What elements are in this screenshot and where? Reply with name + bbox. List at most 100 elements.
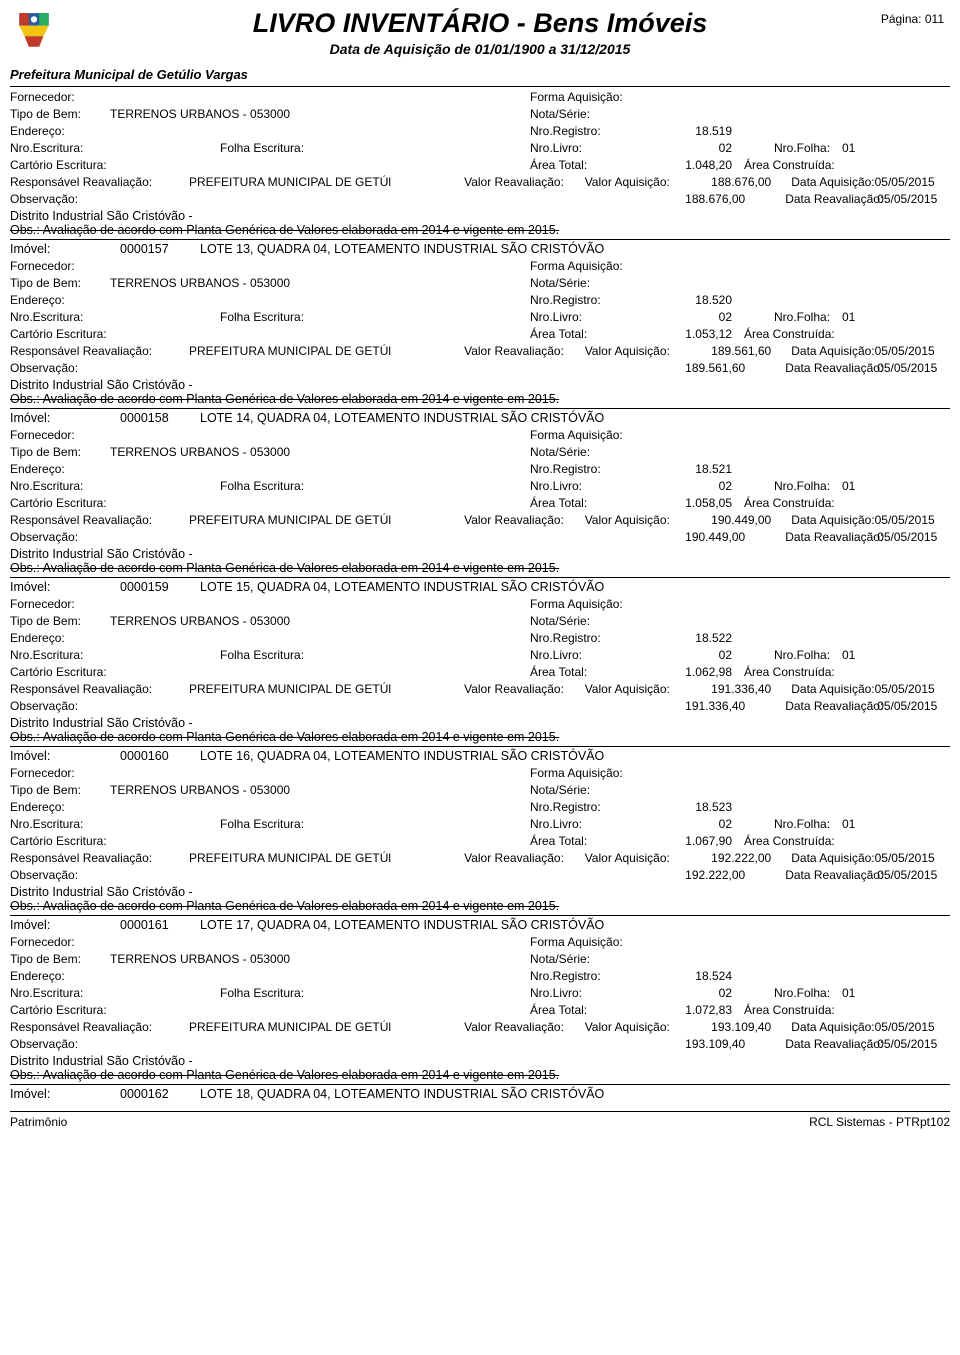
area-total-label: Área Total: — [530, 326, 632, 342]
separator — [10, 746, 950, 747]
nro-registro-label: Nro.Registro: — [530, 123, 632, 139]
responsavel-value: PREFEITURA MUNICIPAL DE GETÚl — [189, 1019, 464, 1035]
forma-aquisicao-label: Forma Aquisição: — [530, 934, 660, 950]
area-construida-label: Área Construída: — [732, 1002, 872, 1018]
footer-left: Patrimônio — [10, 1115, 67, 1129]
data-reavaliacao-label: Data Reavaliação: — [745, 191, 877, 207]
nro-registro-value: 18.523 — [632, 799, 732, 815]
valor-reavaliacao-label: Valor Reavaliação: — [464, 343, 585, 359]
imovel-id: 0000161 — [120, 918, 200, 932]
nro-escritura-label: Nro.Escritura: — [10, 309, 220, 325]
area-construida-label: Área Construída: — [732, 326, 872, 342]
fornecedor-label: Fornecedor: — [10, 427, 530, 443]
area-total-label: Área Total: — [530, 1002, 632, 1018]
nro-folha-label: Nro.Folha: — [732, 140, 842, 156]
reavaliacao-amount: 189.561,60 — [565, 360, 745, 376]
nro-folha-value: 01 — [842, 309, 872, 325]
valor-aquisicao-label: Valor Aquisição: — [585, 512, 689, 528]
imovel-row: Imóvel:0000160LOTE 16, QUADRA 04, LOTEAM… — [10, 749, 950, 763]
obs-strikethrough: Obs.: Avaliação de acordo com Planta Gen… — [10, 392, 950, 406]
valor-aquisicao-value: 192.222,00 — [688, 850, 771, 866]
nro-folha-value: 01 — [842, 985, 872, 1001]
imovel-id: 0000157 — [120, 242, 200, 256]
data-reavaliacao-label: Data Reavaliação: — [745, 529, 877, 545]
reavaliacao-amount: 191.336,40 — [565, 698, 745, 714]
nro-livro-label: Nro.Livro: — [530, 647, 632, 663]
separator — [10, 577, 950, 578]
cartorio-label: Cartório Escritura: — [10, 833, 530, 849]
imovel-desc: LOTE 13, QUADRA 04, LOTEAMENTO INDUSTRIA… — [200, 242, 950, 256]
valor-aquisicao-label: Valor Aquisição: — [585, 174, 689, 190]
distrito-text: Distrito Industrial São Cristóvão - — [10, 209, 950, 223]
data-aquisicao-label: Data Aquisição: — [771, 512, 874, 528]
imovel-label: Imóvel: — [10, 749, 120, 763]
responsavel-value: PREFEITURA MUNICIPAL DE GETÚl — [189, 174, 464, 190]
data-reavaliacao-label: Data Reavaliação: — [745, 360, 877, 376]
data-reavaliacao-label: Data Reavaliação: — [745, 1036, 877, 1052]
valor-aquisicao-value: 193.109,40 — [688, 1019, 771, 1035]
endereco-label: Endereço: — [10, 968, 530, 984]
area-total-label: Área Total: — [530, 495, 632, 511]
imovel-id: 0000159 — [120, 580, 200, 594]
nro-registro-label: Nro.Registro: — [530, 461, 632, 477]
obs-strikethrough: Obs.: Avaliação de acordo com Planta Gen… — [10, 223, 950, 237]
property-record: Fornecedor:Forma Aquisição:Tipo de Bem:T… — [10, 427, 950, 561]
imovel-row: Imóvel:0000158LOTE 14, QUADRA 04, LOTEAM… — [10, 411, 950, 425]
folha-escritura-label: Folha Escritura: — [220, 140, 530, 156]
valor-aquisicao-value: 188.676,00 — [688, 174, 771, 190]
responsavel-value: PREFEITURA MUNICIPAL DE GETÚl — [189, 343, 464, 359]
fornecedor-label: Fornecedor: — [10, 934, 530, 950]
observacao-label: Observação: — [10, 191, 565, 207]
responsavel-label: Responsável Reavaliação: — [10, 343, 189, 359]
imovel-desc: LOTE 18, QUADRA 04, LOTEAMENTO INDUSTRIA… — [200, 1087, 950, 1101]
nro-folha-label: Nro.Folha: — [732, 647, 842, 663]
nro-escritura-label: Nro.Escritura: — [10, 140, 220, 156]
data-aquisicao-value: 05/05/2015 — [875, 850, 950, 866]
area-construida-label: Área Construída: — [732, 157, 872, 173]
nro-registro-label: Nro.Registro: — [530, 968, 632, 984]
nro-registro-value: 18.524 — [632, 968, 732, 984]
forma-aquisicao-label: Forma Aquisição: — [530, 258, 660, 274]
endereco-label: Endereço: — [10, 799, 530, 815]
imovel-label: Imóvel: — [10, 1087, 120, 1101]
entity-name: Prefeitura Municipal de Getúlio Vargas — [10, 67, 950, 82]
nro-registro-label: Nro.Registro: — [530, 799, 632, 815]
valor-reavaliacao-label: Valor Reavaliação: — [464, 681, 585, 697]
fornecedor-label: Fornecedor: — [10, 765, 530, 781]
report-header: LIVRO INVENTÁRIO - Bens Imóveis Data de … — [10, 8, 950, 57]
page-num-value: 011 — [925, 12, 944, 26]
area-total-value: 1.048,20 — [632, 157, 732, 173]
imovel-label: Imóvel: — [10, 242, 120, 256]
nro-escritura-label: Nro.Escritura: — [10, 816, 220, 832]
data-aquisicao-label: Data Aquisição: — [771, 1019, 874, 1035]
imovel-label: Imóvel: — [10, 580, 120, 594]
cartorio-label: Cartório Escritura: — [10, 157, 530, 173]
imovel-row: Imóvel:0000157LOTE 13, QUADRA 04, LOTEAM… — [10, 242, 950, 256]
valor-reavaliacao-label: Valor Reavaliação: — [464, 512, 585, 528]
reavaliacao-amount: 192.222,00 — [565, 867, 745, 883]
data-aquisicao-value: 05/05/2015 — [875, 174, 950, 190]
separator — [10, 86, 950, 87]
tipo-bem-value: TERRENOS URBANOS - 053000 — [110, 106, 530, 122]
cartorio-label: Cartório Escritura: — [10, 326, 530, 342]
imovel-desc: LOTE 14, QUADRA 04, LOTEAMENTO INDUSTRIA… — [200, 411, 950, 425]
forma-aquisicao-label: Forma Aquisição: — [530, 765, 660, 781]
imovel-tail-row: Imóvel: 0000162 LOTE 18, QUADRA 04, LOTE… — [10, 1087, 950, 1101]
endereco-label: Endereço: — [10, 292, 530, 308]
valor-reavaliacao-label: Valor Reavaliação: — [464, 850, 585, 866]
data-aquisicao-label: Data Aquisição: — [771, 850, 874, 866]
area-total-label: Área Total: — [530, 157, 632, 173]
imovel-label: Imóvel: — [10, 918, 120, 932]
responsavel-label: Responsável Reavaliação: — [10, 512, 189, 528]
nro-escritura-label: Nro.Escritura: — [10, 985, 220, 1001]
nro-escritura-label: Nro.Escritura: — [10, 478, 220, 494]
responsavel-label: Responsável Reavaliação: — [10, 850, 189, 866]
separator — [10, 915, 950, 916]
valor-reavaliacao-label: Valor Reavaliação: — [464, 1019, 585, 1035]
cartorio-label: Cartório Escritura: — [10, 664, 530, 680]
valor-aquisicao-value: 191.336,40 — [688, 681, 771, 697]
reavaliacao-amount: 188.676,00 — [565, 191, 745, 207]
imovel-id: 0000160 — [120, 749, 200, 763]
area-total-value: 1.067,90 — [632, 833, 732, 849]
nro-folha-label: Nro.Folha: — [732, 478, 842, 494]
